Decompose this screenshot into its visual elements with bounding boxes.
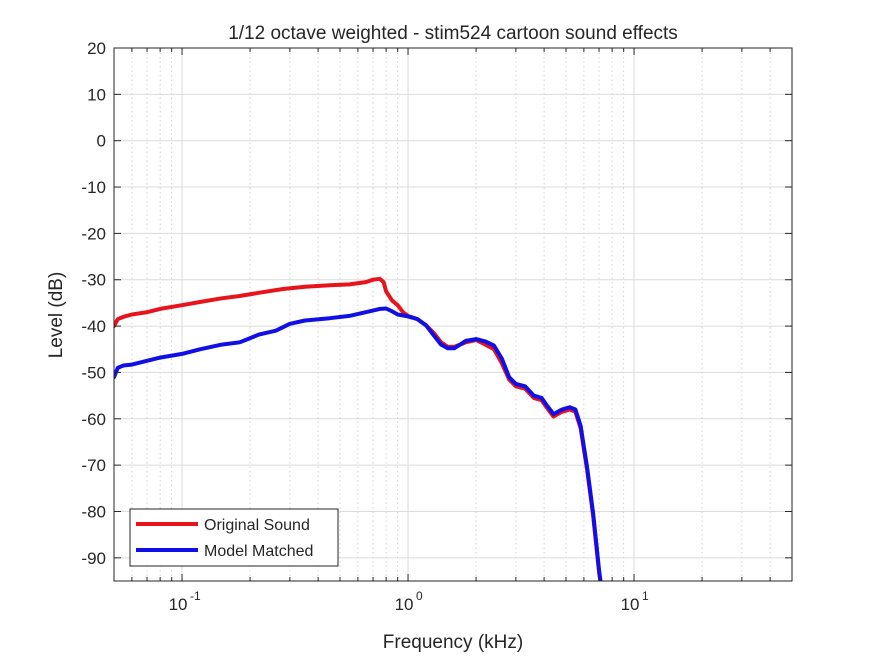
x-axis-label: Frequency (kHz) (383, 632, 523, 653)
y-tick-label: -10 (81, 178, 106, 197)
x-tick-exponent: -1 (190, 589, 201, 603)
y-axis-label: Level (dB) (46, 272, 67, 359)
y-tick-label: -60 (81, 410, 106, 429)
legend: Original Sound Model Matched (129, 508, 339, 567)
y-tick-label: -30 (81, 271, 106, 290)
x-tick-base: 10 (395, 595, 414, 614)
x-tick-base: 10 (621, 595, 640, 614)
x-tick-base: 10 (169, 595, 188, 614)
y-tick-label: -40 (81, 317, 106, 336)
x-tick-label: 10 0 (395, 589, 423, 614)
plot-area (114, 48, 792, 581)
x-tick-label: 10 -1 (169, 589, 201, 614)
y-tick-label: -80 (81, 502, 106, 521)
x-tick-labels: 10 -1 10 0 10 1 (169, 589, 649, 614)
ticks-layer (114, 47, 792, 581)
y-tick-label: 0 (97, 132, 106, 151)
y-tick-label: -20 (81, 224, 106, 243)
chart-title: 1/12 octave weighted - stim524 cartoon s… (228, 23, 678, 44)
y-tick-label: -90 (81, 549, 106, 568)
y-tick-label: -50 (81, 363, 106, 382)
legend-label-original-sound: Original Sound (204, 517, 310, 534)
x-tick-exponent: 1 (642, 589, 649, 603)
legend-label-model-matched: Model Matched (204, 543, 313, 560)
x-tick-exponent: 0 (416, 589, 423, 603)
y-tick-label: 10 (87, 85, 106, 104)
x-tick-label: 10 1 (621, 589, 649, 614)
axes-box (113, 47, 793, 582)
y-tick-label: -70 (81, 456, 106, 475)
y-tick-label: 20 (87, 39, 106, 58)
series-line-model-matched (114, 306, 603, 581)
y-tick-labels: 20 10 0 -10 -20 -30 -40 -50 -60 -70 -80 -90 (81, 39, 106, 568)
legend-box (129, 508, 339, 567)
series-layer (114, 276, 603, 581)
